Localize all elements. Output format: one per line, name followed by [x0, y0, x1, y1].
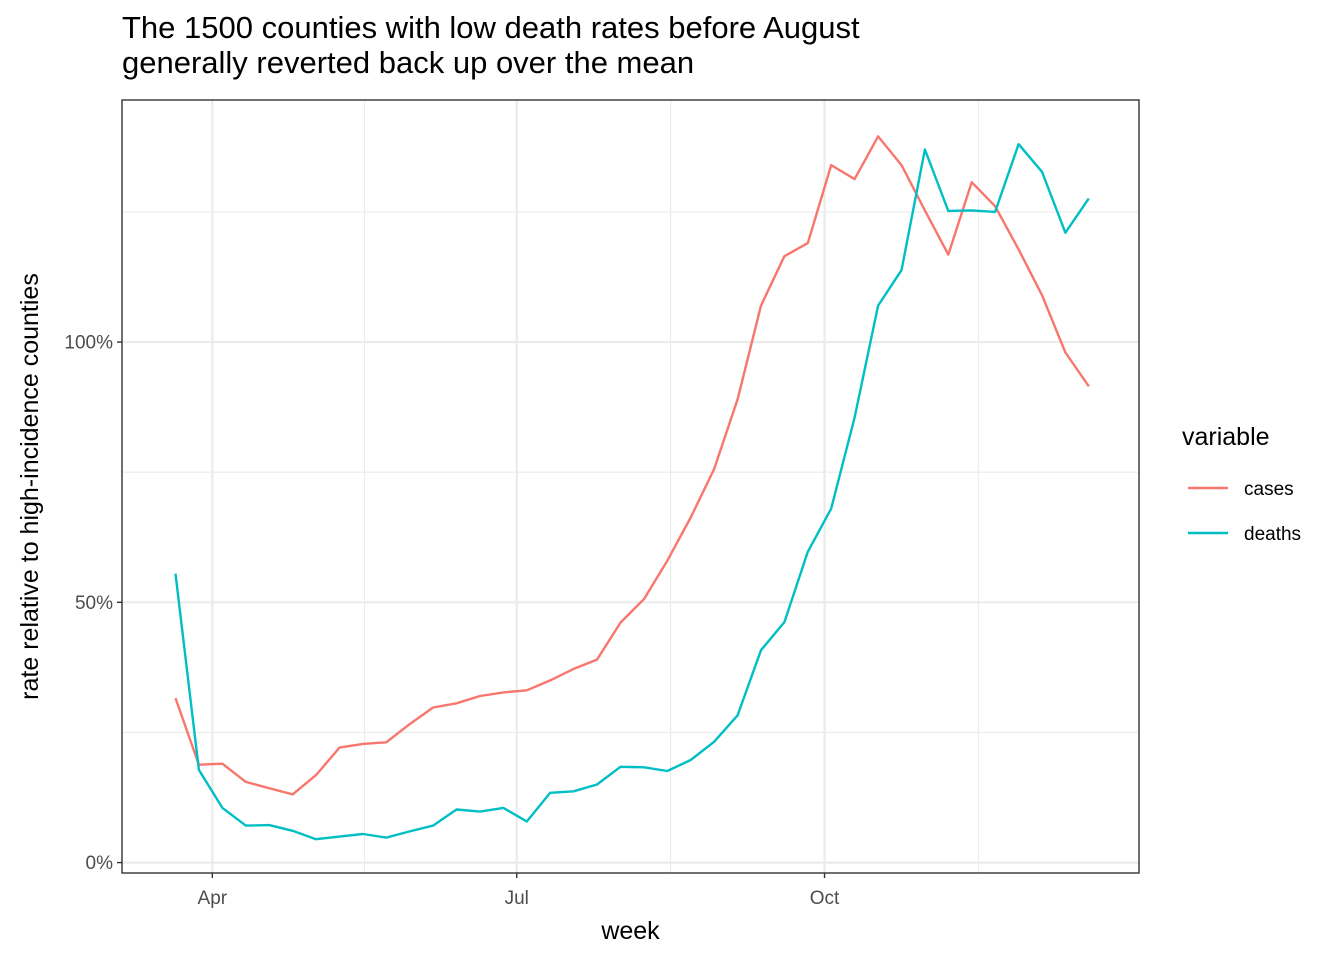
y-tick-label: 0%: [86, 853, 114, 874]
legend-title: variable: [1182, 423, 1270, 451]
legend: variable cases deaths: [1182, 423, 1301, 545]
plot-background: [122, 100, 1139, 873]
x-tick-label: Apr: [198, 888, 228, 909]
y-tick-label: 50%: [75, 593, 113, 614]
major-grid: [122, 100, 1139, 873]
series-layer: [174, 135, 1090, 841]
x-tick-label: Oct: [810, 888, 840, 909]
y-axis-title: rate relative to high-incidence counties: [16, 273, 44, 700]
series-line-cases: [174, 135, 1090, 796]
chart-title-line-1: The 1500 counties with low death rates b…: [122, 10, 860, 45]
legend-label-cases: cases: [1244, 479, 1294, 500]
x-tick-label: Jul: [505, 888, 529, 909]
chart-title: The 1500 counties with low death rates b…: [122, 10, 860, 80]
x-axis-title: week: [600, 917, 660, 945]
y-tick-label: 100%: [64, 333, 113, 354]
y-axis: 0% 50% 100%: [64, 333, 122, 874]
series-line-deaths: [174, 142, 1090, 841]
plot-border: [121, 99, 1140, 874]
chart-title-line-2: generally reverted back up over the mean: [122, 45, 695, 80]
legend-label-deaths: deaths: [1244, 524, 1301, 545]
x-axis: Apr Jul Oct: [198, 873, 840, 909]
